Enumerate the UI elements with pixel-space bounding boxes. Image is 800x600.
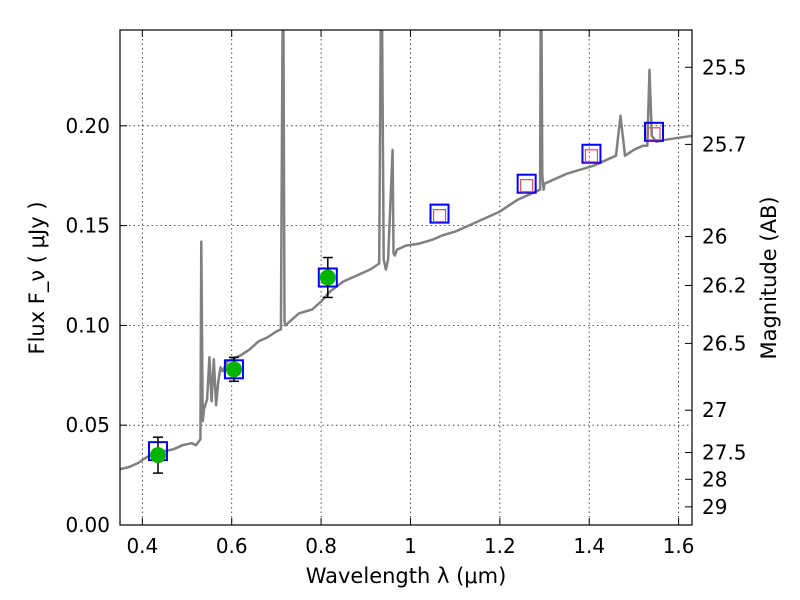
upper-limit-square <box>432 209 447 223</box>
magnitude-tick-label: 28 <box>702 467 727 491</box>
magnitude-tick-label: 25.7 <box>702 132 747 156</box>
y-tick-label: 0.00 <box>65 513 110 537</box>
observed-flux-point <box>225 361 242 378</box>
marker-layer <box>147 121 665 474</box>
x-axis-title: Wavelength λ (μm) <box>306 564 507 588</box>
x-tick-label: 1 <box>404 534 417 558</box>
magnitude-tick-label: 25.5 <box>702 55 747 79</box>
grid-lines <box>120 30 692 525</box>
y-axis-title: Flux F_ν ( μJy ) <box>25 201 50 354</box>
magnitude-tick-label: 26.5 <box>702 331 747 355</box>
right-axis-title: Magnitude (AB) <box>757 196 781 359</box>
model-photometry-square <box>581 143 602 164</box>
y-tick-label: 0.10 <box>65 313 110 337</box>
model-photometry-square <box>644 121 665 142</box>
magnitude-tick-label: 26.2 <box>702 273 747 297</box>
magnitude-tick-label: 29 <box>702 495 727 519</box>
observed-flux-point <box>149 447 166 464</box>
model-photometry-square <box>516 173 537 194</box>
x-tick-label: 1.4 <box>573 534 605 558</box>
observed-flux-point <box>319 269 336 286</box>
magnitude-tick-label: 27.5 <box>702 441 747 465</box>
tick-layer: 0.4 0.6 0.8 1 1.2 1.4 1.6 0.00 0.05 0.10 0.15 0.20 2… <box>65 30 747 558</box>
model-photometry-square <box>429 203 450 224</box>
x-tick-label: 0.6 <box>216 534 248 558</box>
upper-limit-square <box>520 179 534 193</box>
plot-frame <box>119 29 693 526</box>
x-tick-label: 0.8 <box>305 534 337 558</box>
y-tick-label: 0.20 <box>65 114 110 138</box>
spectrum-layer <box>120 30 692 471</box>
magnitude-tick-label: 26 <box>702 225 727 249</box>
upper-limit-square <box>584 149 599 163</box>
x-tick-label: 1.6 <box>663 534 695 558</box>
y-tick-label: 0.05 <box>65 413 110 437</box>
upper-limit-square <box>647 127 661 141</box>
x-tick-label: 1.2 <box>484 534 516 558</box>
spectrum-line <box>120 30 692 471</box>
x-tick-label: 0.4 <box>126 534 158 558</box>
magnitude-tick-label: 27 <box>702 398 727 422</box>
y-tick-label: 0.15 <box>65 214 110 238</box>
